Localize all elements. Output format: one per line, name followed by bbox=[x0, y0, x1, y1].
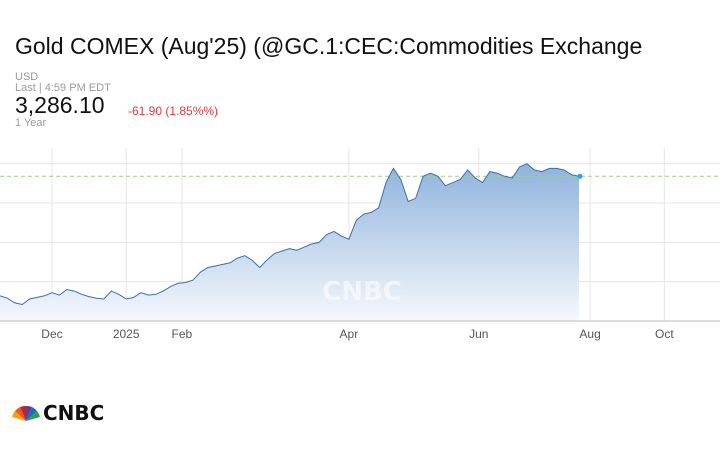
x-tick-label: Feb bbox=[172, 327, 193, 341]
currency-label: USD bbox=[15, 71, 39, 83]
x-axis-ticks: Dec 2025 Feb Apr Jun Aug Oct bbox=[41, 327, 674, 341]
time-range-label: 1 Year bbox=[15, 117, 47, 129]
current-price-marker bbox=[577, 173, 583, 179]
cnbc-logo-text: CNBC bbox=[43, 401, 104, 425]
x-tick-label: Dec bbox=[41, 327, 62, 341]
x-tick-label: Jun bbox=[469, 327, 488, 341]
watermark-logo: CNBC bbox=[322, 277, 402, 307]
price-area bbox=[0, 163, 579, 321]
x-tick-label: Apr bbox=[340, 327, 359, 341]
chart-title: Gold COMEX (Aug'25) (@GC.1:CEC:Commoditi… bbox=[15, 33, 643, 59]
last-update-label: Last | 4:59 PM EDT bbox=[15, 82, 111, 94]
price-change: -61.90 (1.85%%) bbox=[128, 104, 219, 118]
x-tick-label: Aug bbox=[579, 327, 600, 341]
x-tick-label: Oct bbox=[655, 327, 674, 341]
peacock-icon bbox=[12, 405, 40, 421]
price-chart: CNBC Dec 2025 Feb Apr Jun Aug Oct bbox=[0, 148, 720, 341]
x-tick-label: 2025 bbox=[113, 327, 140, 341]
price-line bbox=[0, 163, 580, 306]
cnbc-logo: CNBC bbox=[12, 401, 104, 425]
price-value: 3,286.10 bbox=[15, 92, 105, 118]
